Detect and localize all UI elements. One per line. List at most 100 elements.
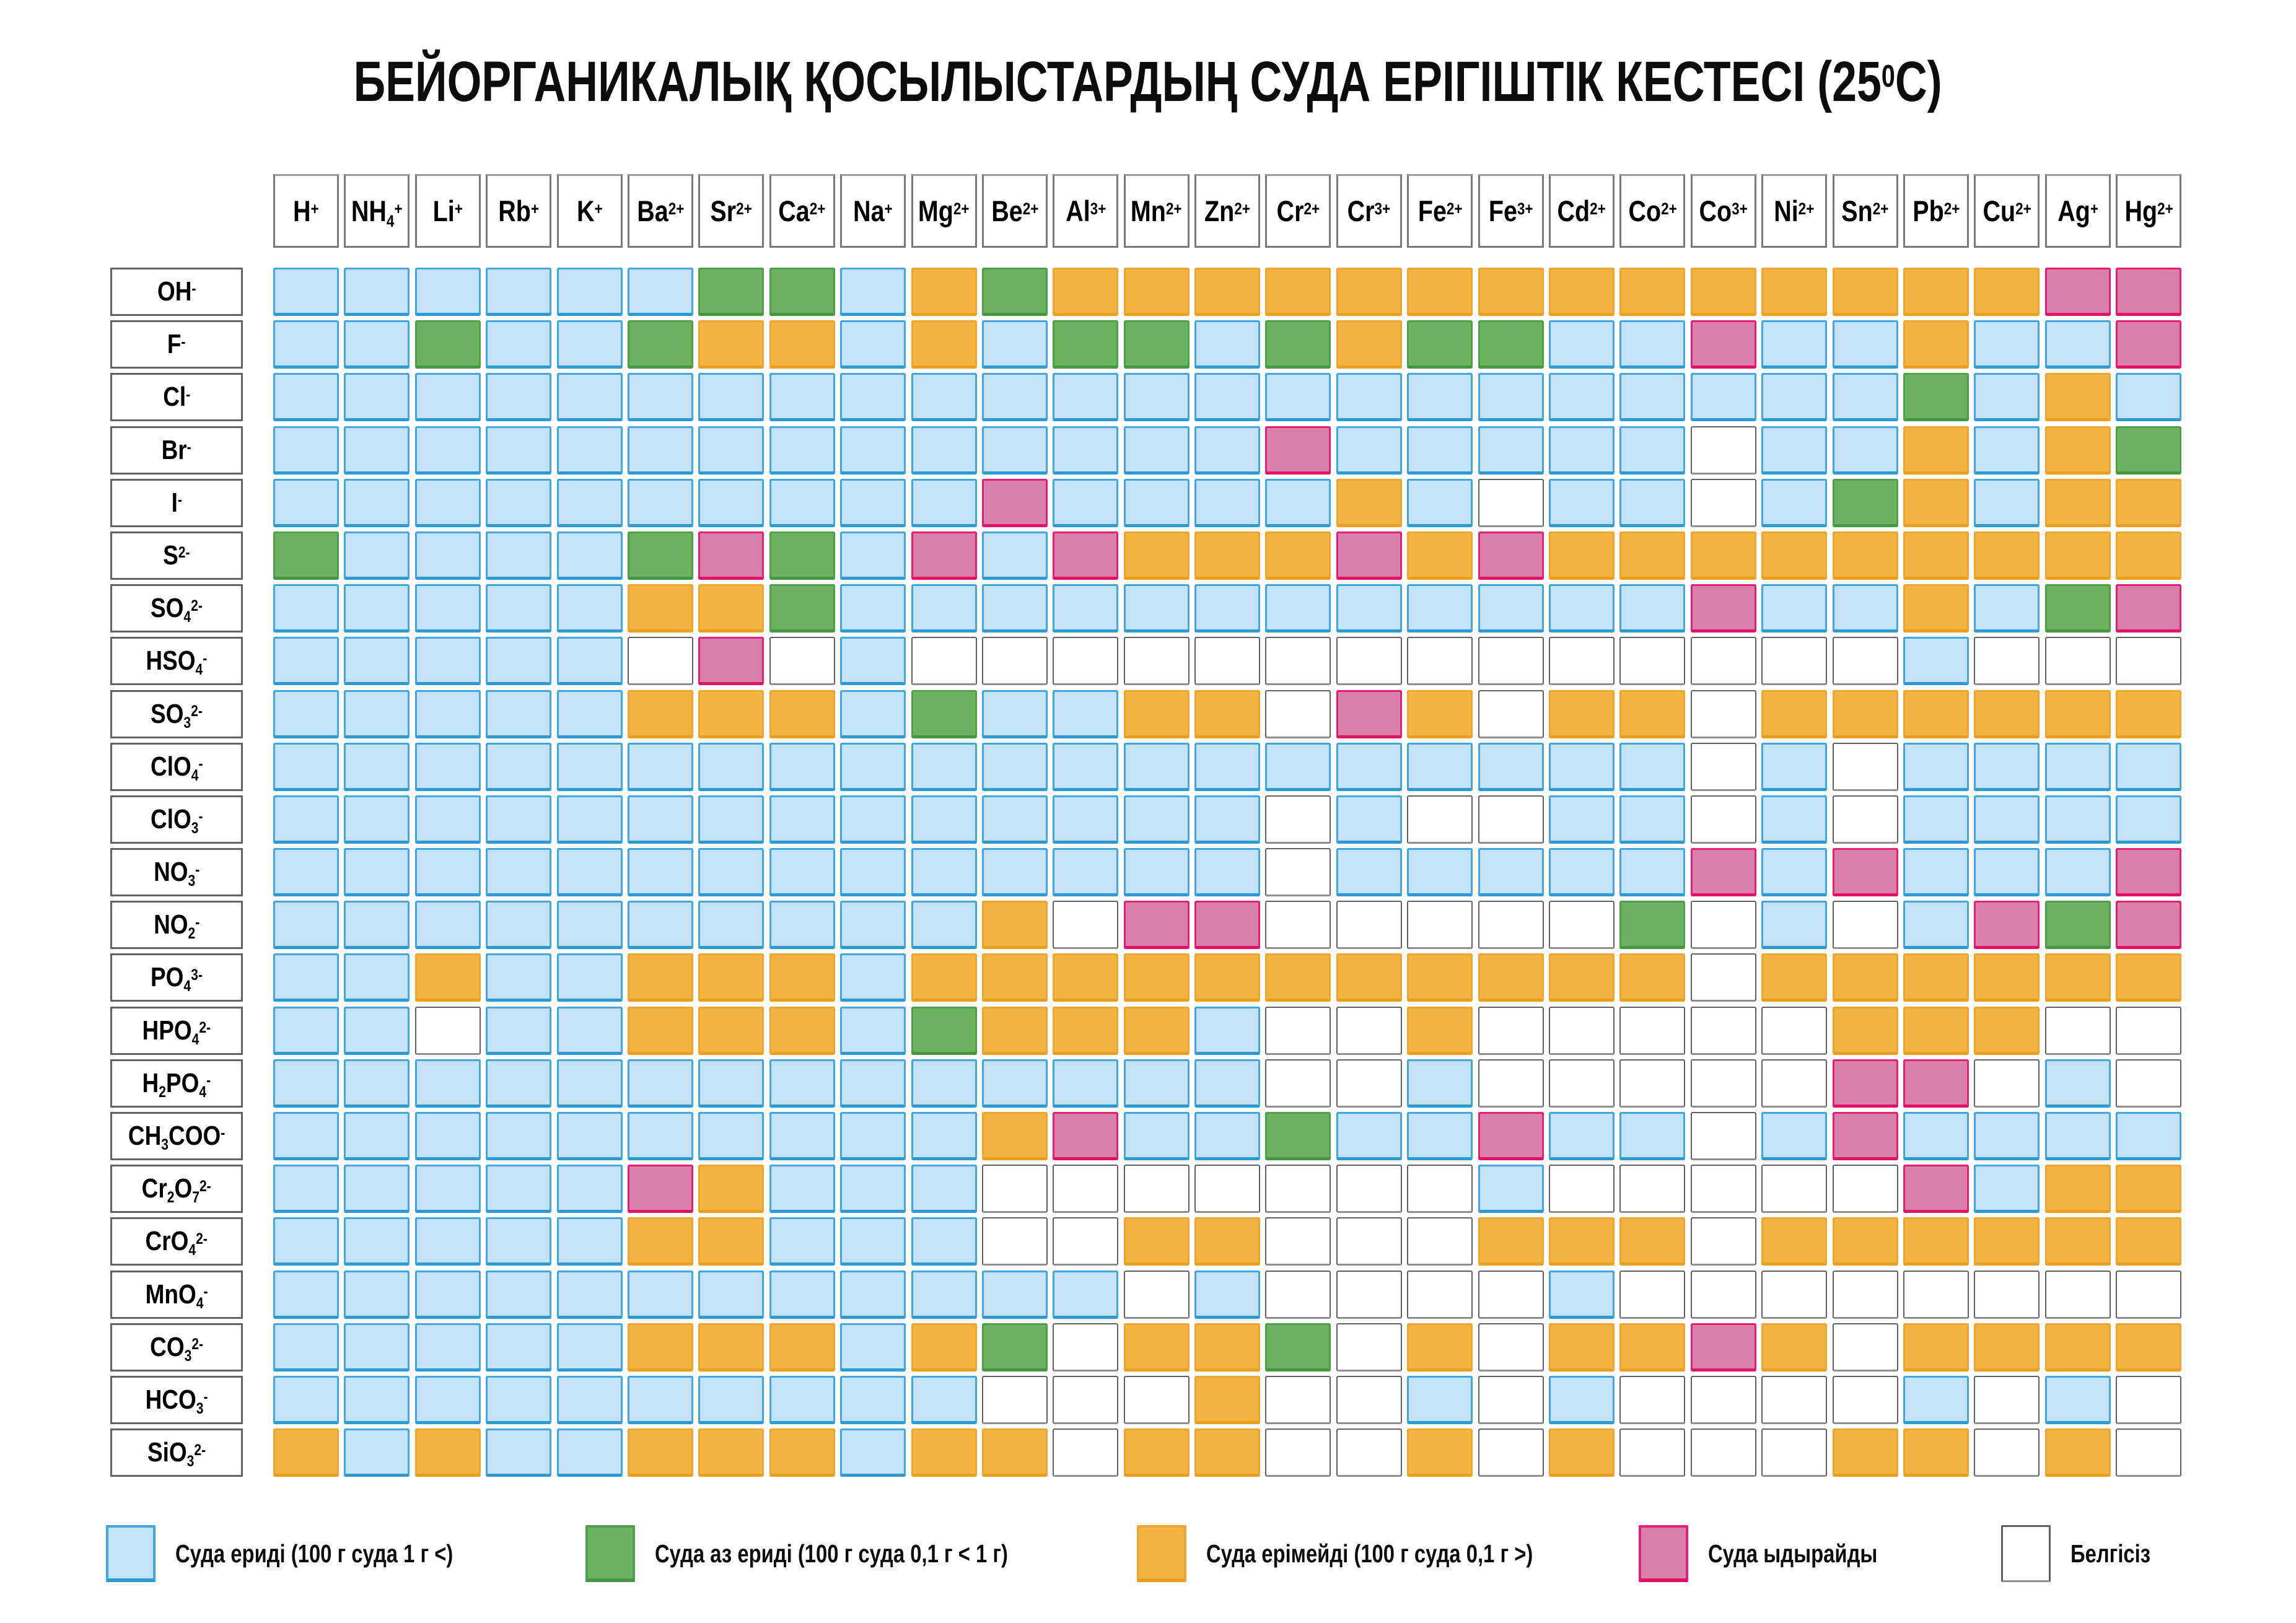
cell-PO43--Fe2+ [1407, 953, 1473, 1002]
cell-HSO4--Ca2+ [769, 637, 835, 686]
cell-Br--Fe3+ [1478, 426, 1544, 475]
cell-HPO42--Cd2+ [1549, 1006, 1615, 1055]
cell-NO2--Ca2+ [769, 901, 835, 950]
cell-CH3COO--Ni2+ [1761, 1112, 1828, 1160]
cell-ClO3--Hg2+ [2116, 795, 2182, 844]
cell-HSO4--Co3+ [1690, 637, 1756, 686]
title-close: С) [1895, 50, 1943, 113]
cell-F--Cr2+ [1265, 320, 1331, 369]
cell-CrO42--Co3+ [1690, 1217, 1756, 1266]
cell-CrO42--K+ [556, 1217, 623, 1266]
cell-ClO3--Be2+ [981, 795, 1048, 844]
cell-NO3--Cr3+ [1336, 848, 1402, 897]
cell-Cr2O72--Li+ [414, 1165, 481, 1214]
cell-PO43--Sr2+ [698, 953, 765, 1002]
formula-text: Mn2+ [1131, 194, 1182, 228]
cell-H2PO4--Cr2+ [1265, 1059, 1331, 1108]
cell-SO32--Co3+ [1690, 689, 1756, 738]
formula-text: CrO42- [146, 1226, 208, 1259]
cell-ClO3--Rb+ [486, 795, 552, 844]
formula-text: Cu2+ [1983, 194, 2031, 228]
formula-superscript: 3+ [1090, 199, 1106, 218]
cell-PO43--Be2+ [981, 953, 1048, 1002]
cell-SiO32--Ag+ [2044, 1428, 2111, 1477]
cell-CO32--K+ [556, 1323, 623, 1371]
cell-CH3COO--Cd2+ [1549, 1112, 1615, 1160]
cell-I--Hg2+ [2116, 478, 2182, 527]
formula-base: I [171, 487, 178, 518]
cell-SO32--Ag+ [2044, 689, 2111, 738]
cell-ClO3--Mn2+ [1123, 795, 1190, 844]
cell-Cr2O72--Be2+ [981, 1165, 1048, 1214]
cell-SiO32--Cd2+ [1549, 1428, 1615, 1477]
cell-Br--Cr3+ [1336, 426, 1402, 475]
cell-HCO3--Ba2+ [627, 1375, 693, 1424]
formula-base: MnO [145, 1279, 196, 1310]
cell-CH3COO--Li+ [414, 1112, 481, 1160]
cell-S2--Co2+ [1619, 531, 1686, 580]
formula-text: S2- [163, 540, 190, 571]
cell-SO42--Ba2+ [627, 584, 693, 633]
cell-ClO4--K+ [556, 742, 623, 791]
cell-SO42--NH4+ [344, 584, 410, 633]
cell-HCO3--Cr3+ [1336, 1375, 1402, 1424]
cell-CH3COO--Cu2+ [1974, 1112, 2040, 1160]
cell-HPO42--Ba2+ [627, 1006, 693, 1055]
formula-base: SiO [147, 1437, 187, 1468]
cell-ClO3--Ba2+ [627, 795, 693, 844]
cation-header-K+: K+ [556, 174, 623, 248]
cation-header-NH4+: NH4+ [344, 174, 410, 248]
cell-HPO42--Li+ [414, 1006, 481, 1055]
cell-CO32--Sn2+ [1832, 1323, 1898, 1371]
anion-label-NO3-: NO3- [110, 848, 243, 897]
cell-H2PO4--Ba2+ [627, 1059, 693, 1108]
formula-superscript: 2- [196, 1230, 208, 1248]
cell-ClO4--NH4+ [344, 742, 410, 791]
cell-CH3COO--K+ [556, 1112, 623, 1160]
cell-S2--Al3+ [1053, 531, 1119, 580]
cell-OH--Fe3+ [1478, 268, 1544, 316]
cell-ClO4--Be2+ [981, 742, 1048, 791]
cell-SO32--Cu2+ [1974, 689, 2040, 738]
formula-superscript: 2+ [1234, 199, 1251, 218]
cell-CH3COO--Al3+ [1053, 1112, 1119, 1160]
cell-PO43--Ni2+ [1761, 953, 1828, 1002]
cell-MnO4--Li+ [414, 1270, 481, 1319]
formula-text: Li+ [433, 194, 463, 228]
cell-CrO42--Hg2+ [2116, 1217, 2182, 1266]
cell-ClO4--Cr2+ [1265, 742, 1331, 791]
cell-Br--Na+ [840, 426, 906, 475]
cell-OH--Fe2+ [1407, 268, 1473, 316]
cell-SO42--Sr2+ [698, 584, 765, 633]
formula-superscript: - [181, 333, 186, 351]
formula-text: SO42- [151, 593, 203, 626]
cell-ClO3--Co3+ [1690, 795, 1756, 844]
cell-CO32--Sr2+ [698, 1323, 765, 1371]
formula-base: Ca [778, 195, 810, 227]
cell-ClO3--Cr2+ [1265, 795, 1331, 844]
cell-ClO3--Sn2+ [1832, 795, 1898, 844]
formula-superscript: 2- [194, 1441, 206, 1459]
cell-HCO3--Co3+ [1690, 1375, 1756, 1424]
cell-F--Ba2+ [627, 320, 693, 369]
formula-text: OH- [157, 276, 196, 307]
legend-swatch-soluble [106, 1525, 156, 1582]
cell-PO43--Na+ [840, 953, 906, 1002]
cell-S2--Zn2+ [1194, 531, 1261, 580]
formula-superscript: 2+ [2157, 199, 2173, 218]
cell-CO32--Na+ [840, 1323, 906, 1371]
cell-Cl--Cr2+ [1265, 373, 1331, 422]
cell-SO42--Pb2+ [1903, 584, 1969, 633]
cell-CrO42--Cu2+ [1974, 1217, 2040, 1266]
formula-base: S [163, 540, 178, 571]
cell-HCO3--Ca2+ [769, 1375, 835, 1424]
formula-superscript: 2+ [1166, 199, 1183, 218]
cell-SO32--Ni2+ [1761, 689, 1828, 738]
anion-label-OH-: OH- [110, 268, 243, 316]
cell-H2PO4--Pb2+ [1903, 1059, 1969, 1108]
cell-F--Fe3+ [1478, 320, 1544, 369]
cell-HPO42--Ni2+ [1761, 1006, 1828, 1055]
cell-ClO3--Cd2+ [1549, 795, 1615, 844]
cation-header-Ba2+: Ba2+ [627, 174, 693, 248]
cell-S2--K+ [556, 531, 623, 580]
